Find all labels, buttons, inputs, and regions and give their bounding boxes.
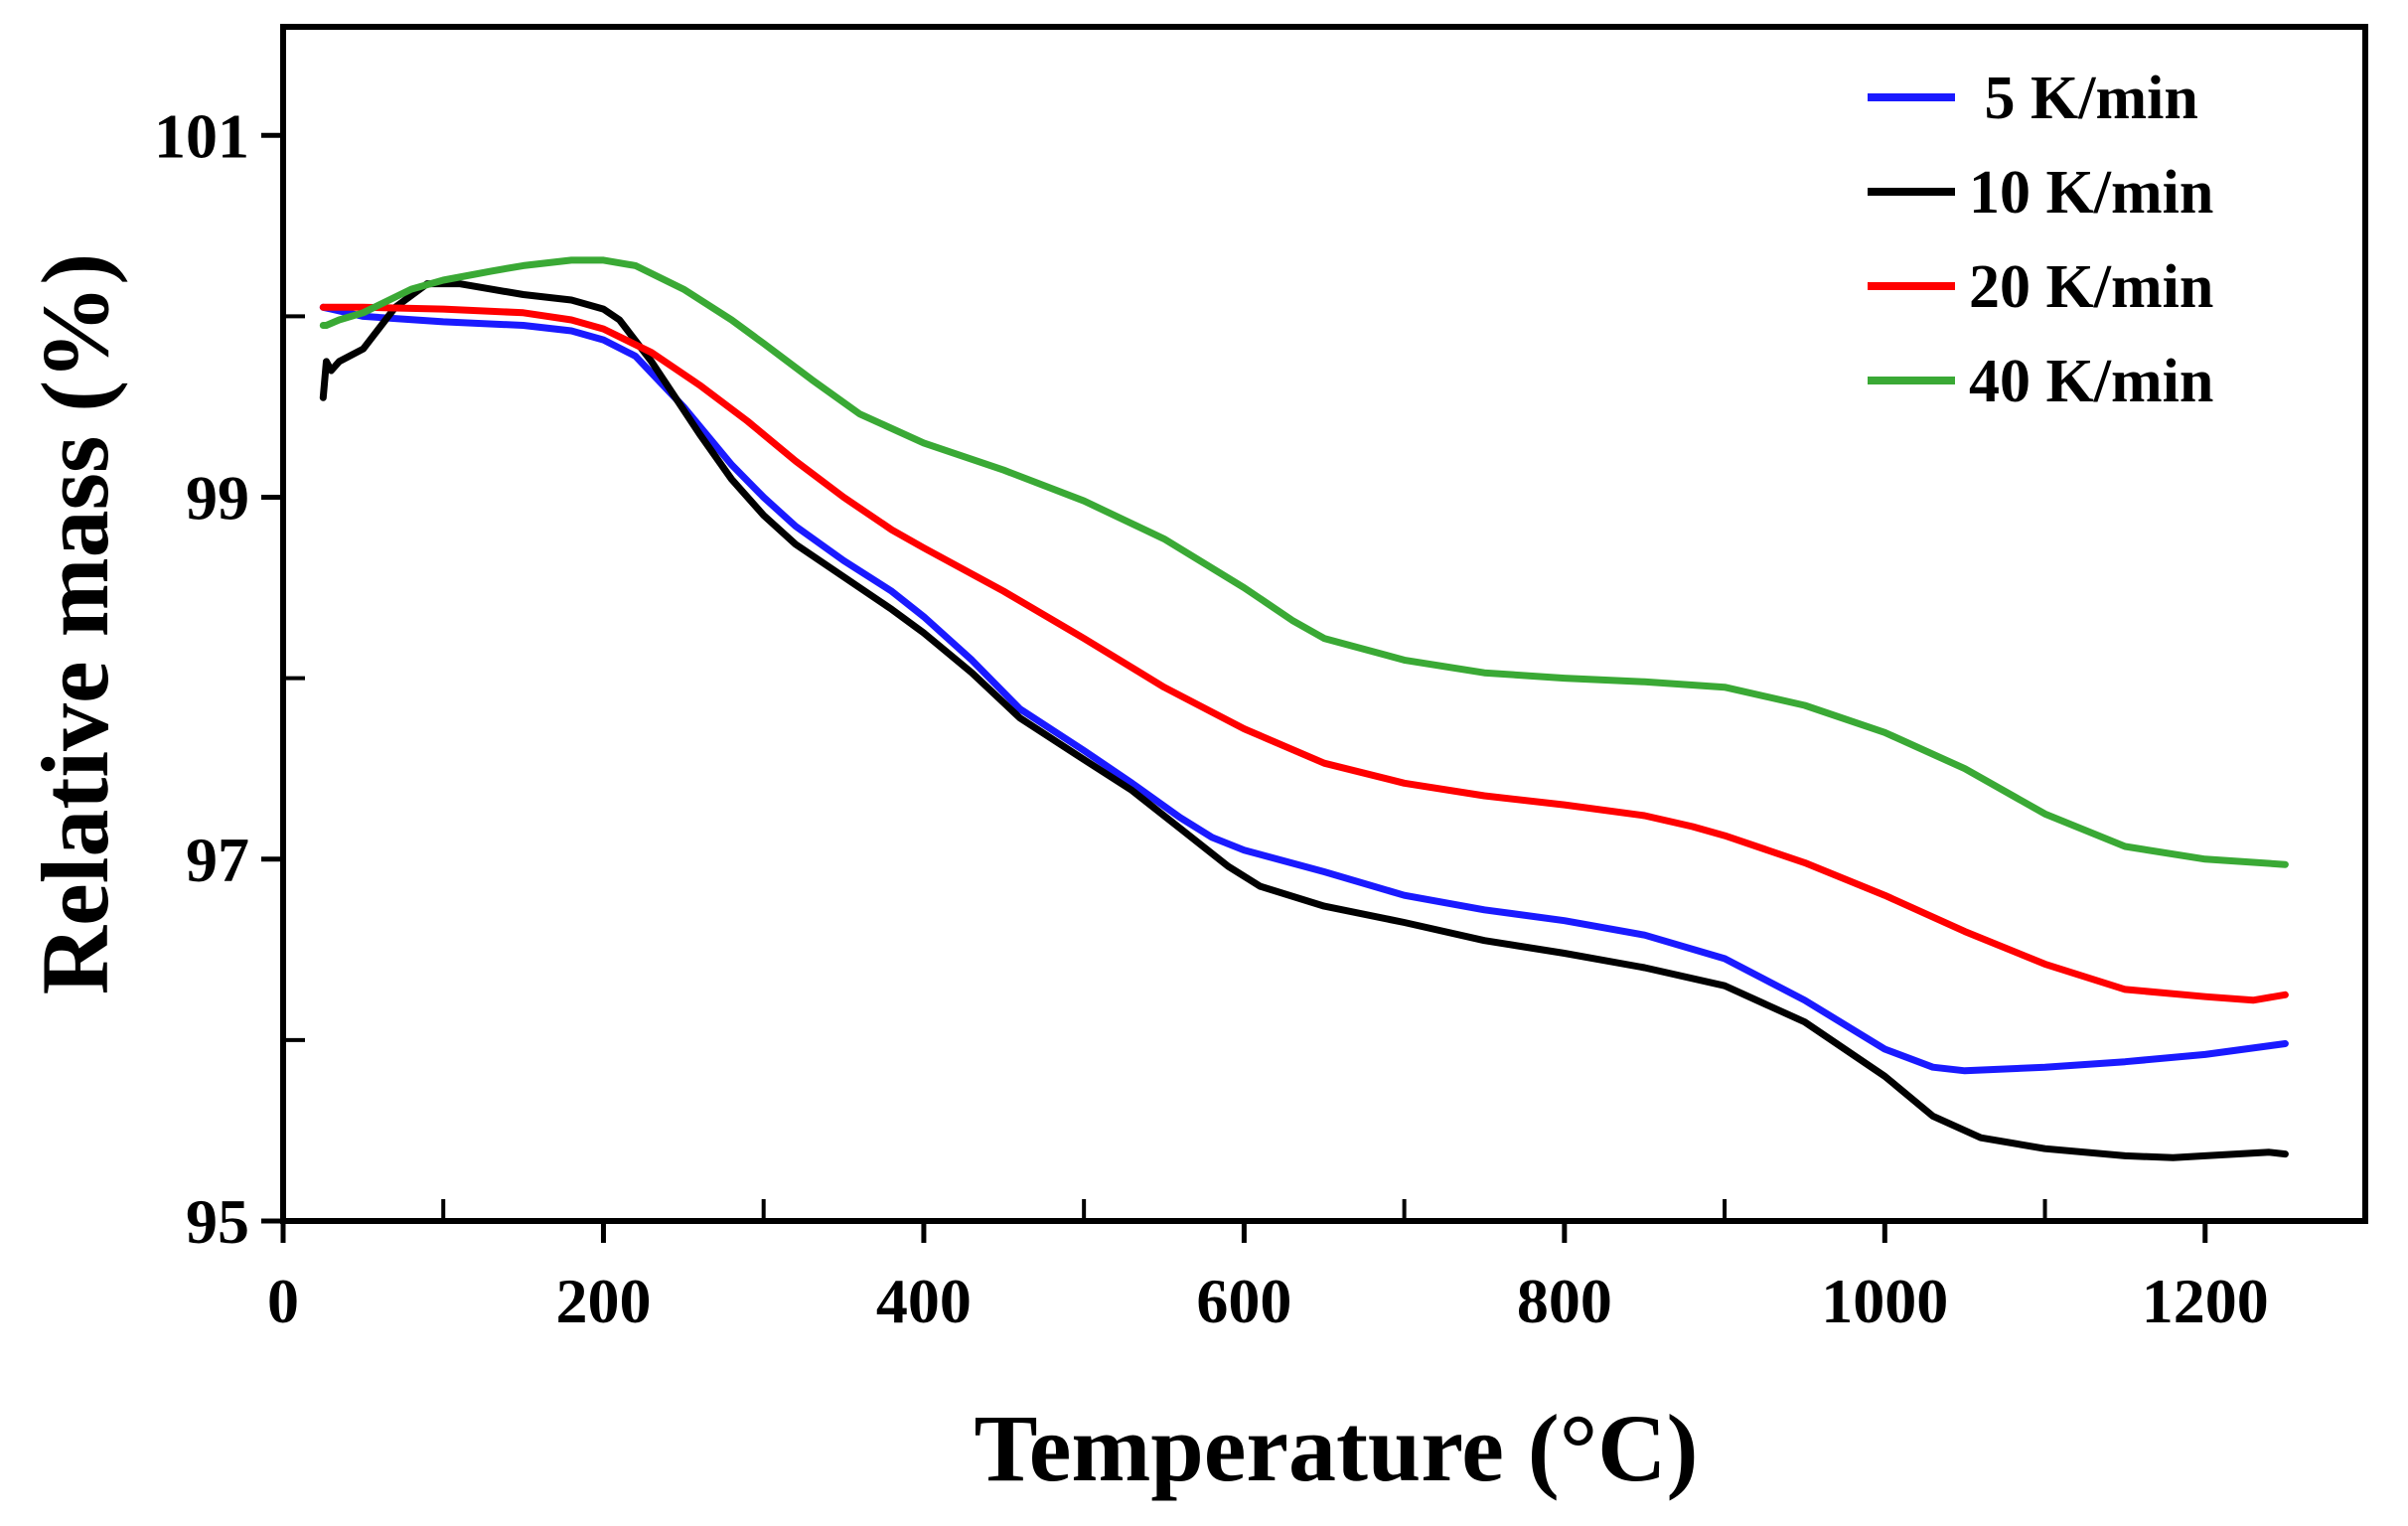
x-tick-label: 800 xyxy=(1517,1266,1612,1336)
legend: 5 K/min 10 K/min 20 K/min 40 K/min xyxy=(1868,65,2213,415)
x-tick-label: 200 xyxy=(555,1266,651,1336)
x-tick-label: 400 xyxy=(876,1266,972,1336)
x-tick-label: 0 xyxy=(267,1266,299,1336)
legend-label: 10 K/min xyxy=(1969,159,2213,227)
y-tick-label: 95 xyxy=(186,1186,249,1257)
legend-label: 5 K/min xyxy=(1969,65,2198,132)
series-line-1 xyxy=(319,280,2289,1161)
x-axis-title: Temperature (°C) xyxy=(975,1395,1699,1501)
y-tick-label: 97 xyxy=(186,825,249,895)
legend-label: 40 K/min xyxy=(1969,348,2213,415)
y-axis-title: Relative mass (%) xyxy=(22,253,128,994)
x-tick-label: 1200 xyxy=(2142,1266,2269,1336)
x-tick-label: 600 xyxy=(1196,1266,1291,1336)
y-tick-labels: 95 97 99 101 xyxy=(154,100,249,1257)
y-tick-label: 101 xyxy=(154,100,249,171)
x-tick-labels: 0 200 400 600 800 1000 1200 xyxy=(267,1266,2269,1336)
y-tick-label: 99 xyxy=(186,463,249,534)
series-line-0 xyxy=(319,303,2289,1075)
plot-frame xyxy=(280,24,2368,1224)
series-layer xyxy=(319,256,2289,1161)
series-line-2 xyxy=(319,303,2289,1004)
legend-label: 20 K/min xyxy=(1969,253,2213,321)
series-line-3 xyxy=(319,256,2289,868)
x-tick-label: 1000 xyxy=(1821,1266,1948,1336)
axis-layer xyxy=(261,132,2208,1243)
